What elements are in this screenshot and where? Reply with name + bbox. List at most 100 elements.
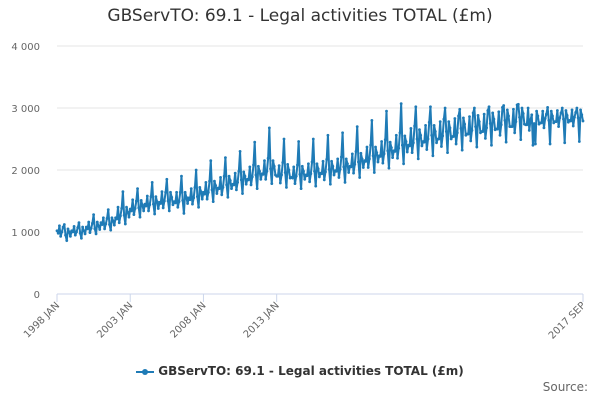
data-point[interactable]	[286, 163, 290, 166]
data-point[interactable]	[184, 195, 188, 199]
data-point[interactable]	[224, 156, 227, 160]
data-point[interactable]	[171, 203, 175, 207]
data-point[interactable]	[95, 220, 99, 224]
data-point[interactable]	[241, 192, 244, 195]
data-point[interactable]	[394, 133, 398, 137]
data-point[interactable]	[197, 205, 200, 209]
data-point[interactable]	[255, 187, 259, 191]
data-point[interactable]	[165, 177, 169, 181]
data-point[interactable]	[430, 133, 434, 137]
data-point[interactable]	[122, 213, 126, 217]
data-point[interactable]	[138, 215, 142, 219]
data-point[interactable]	[55, 229, 59, 233]
data-point[interactable]	[381, 161, 385, 165]
data-point[interactable]	[519, 138, 523, 142]
data-point[interactable]	[563, 141, 567, 145]
data-point[interactable]	[476, 114, 480, 117]
data-point[interactable]	[126, 210, 130, 214]
data-point[interactable]	[315, 162, 319, 166]
data-point[interactable]	[402, 162, 405, 166]
data-point[interactable]	[499, 123, 503, 127]
data-point[interactable]	[299, 187, 303, 191]
data-point[interactable]	[144, 204, 148, 208]
data-point[interactable]	[278, 181, 282, 185]
data-point[interactable]	[317, 175, 321, 179]
data-point[interactable]	[300, 164, 304, 168]
data-point[interactable]	[358, 176, 362, 179]
data-point[interactable]	[342, 165, 346, 169]
data-point[interactable]	[420, 144, 424, 148]
data-point[interactable]	[149, 195, 153, 199]
data-point[interactable]	[94, 232, 98, 236]
data-point[interactable]	[297, 140, 301, 143]
data-point[interactable]	[238, 150, 242, 153]
data-point[interactable]	[264, 177, 268, 181]
data-point[interactable]	[110, 216, 114, 220]
data-point[interactable]	[516, 102, 520, 106]
data-point[interactable]	[471, 111, 475, 115]
data-point[interactable]	[232, 183, 236, 187]
data-point[interactable]	[156, 207, 160, 210]
data-point[interactable]	[222, 174, 226, 178]
data-point[interactable]	[570, 108, 574, 112]
data-point[interactable]	[191, 202, 194, 206]
data-point[interactable]	[525, 123, 529, 127]
data-point[interactable]	[186, 202, 189, 205]
data-point[interactable]	[296, 163, 299, 167]
data-point[interactable]	[188, 198, 192, 202]
data-point[interactable]	[349, 165, 353, 169]
data-point[interactable]	[389, 146, 393, 150]
data-point[interactable]	[293, 182, 297, 186]
data-point[interactable]	[250, 175, 254, 179]
data-point[interactable]	[182, 212, 186, 215]
data-point[interactable]	[321, 159, 325, 163]
data-point[interactable]	[98, 228, 102, 231]
data-point[interactable]	[337, 176, 341, 179]
data-point[interactable]	[490, 143, 493, 147]
data-point[interactable]	[261, 172, 265, 176]
data-point[interactable]	[175, 190, 179, 194]
data-point[interactable]	[88, 231, 92, 235]
data-point[interactable]	[542, 126, 546, 130]
data-point[interactable]	[108, 223, 111, 226]
data-point[interactable]	[548, 142, 552, 146]
data-point[interactable]	[150, 181, 154, 184]
data-point[interactable]	[60, 230, 64, 234]
data-point[interactable]	[468, 115, 471, 119]
data-point[interactable]	[277, 164, 281, 168]
data-point[interactable]	[266, 156, 270, 160]
data-point[interactable]	[163, 199, 166, 203]
data-point[interactable]	[521, 112, 525, 115]
data-point[interactable]	[269, 167, 272, 171]
data-point[interactable]	[551, 114, 554, 118]
data-point[interactable]	[198, 185, 202, 189]
data-point[interactable]	[505, 108, 509, 112]
data-point[interactable]	[311, 137, 315, 141]
data-point[interactable]	[173, 201, 177, 205]
data-point[interactable]	[469, 139, 473, 143]
data-point[interactable]	[354, 150, 358, 153]
data-point[interactable]	[64, 233, 67, 237]
data-point[interactable]	[203, 192, 207, 196]
data-point[interactable]	[447, 120, 451, 124]
data-point[interactable]	[497, 110, 501, 114]
data-point[interactable]	[549, 109, 553, 113]
data-point[interactable]	[557, 125, 560, 128]
data-point[interactable]	[444, 130, 448, 133]
data-point[interactable]	[132, 213, 136, 217]
data-point[interactable]	[134, 199, 138, 203]
data-point[interactable]	[518, 115, 521, 119]
data-point[interactable]	[481, 130, 485, 133]
data-point[interactable]	[283, 171, 287, 174]
data-point[interactable]	[106, 208, 110, 212]
data-point[interactable]	[372, 171, 376, 174]
data-point[interactable]	[368, 157, 371, 161]
data-point[interactable]	[180, 174, 183, 178]
data-point[interactable]	[292, 165, 296, 169]
data-point[interactable]	[496, 127, 499, 131]
data-point[interactable]	[339, 155, 343, 159]
data-point[interactable]	[327, 167, 331, 171]
data-point[interactable]	[513, 131, 517, 135]
data-point[interactable]	[280, 173, 283, 177]
data-point[interactable]	[487, 105, 491, 109]
